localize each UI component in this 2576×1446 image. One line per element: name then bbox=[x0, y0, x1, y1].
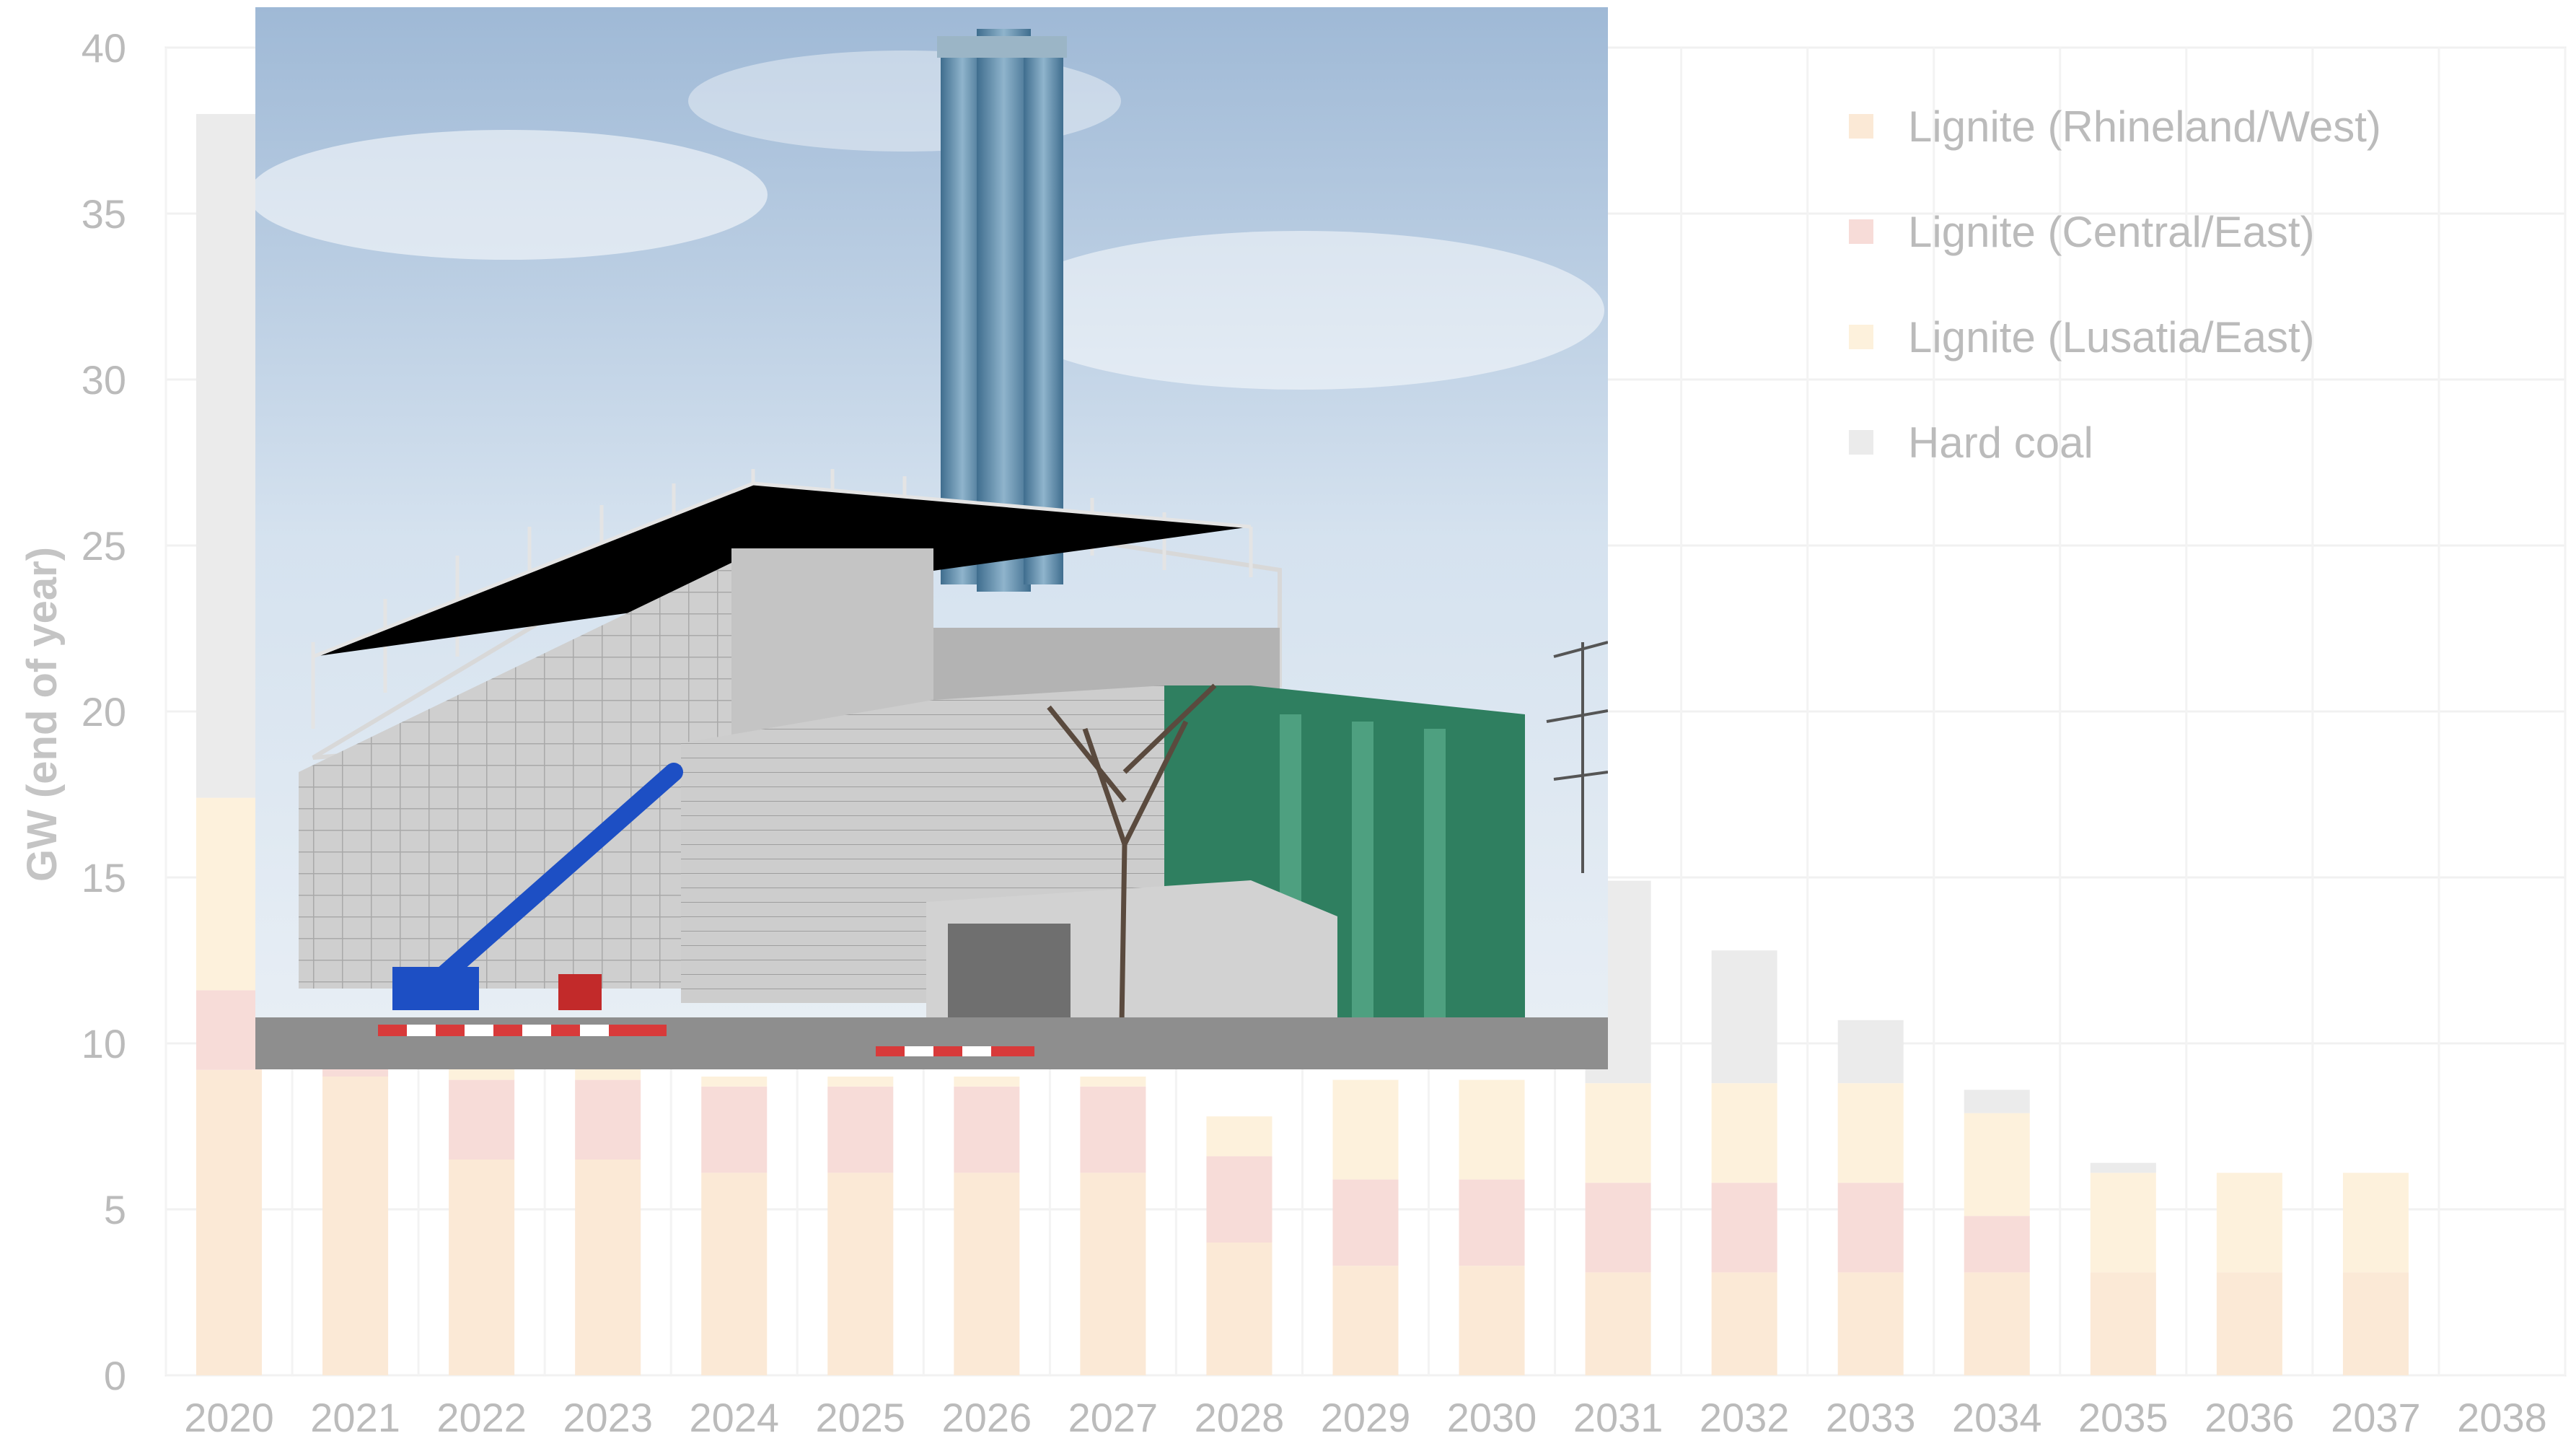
y-axis-label: GW (end of year) bbox=[19, 547, 66, 882]
x-tick-label: 2026 bbox=[942, 1395, 1032, 1440]
x-tick-label: 2036 bbox=[2204, 1395, 2295, 1440]
x-tick-label: 2033 bbox=[1826, 1395, 1916, 1440]
y-axis-ticks: 0 5 10 15 20 25 30 35 40 bbox=[82, 25, 126, 1398]
legend-swatch bbox=[1849, 430, 1873, 455]
bar-2023-series-0 bbox=[575, 1160, 641, 1375]
bar-2030-series-1 bbox=[1459, 1179, 1525, 1266]
x-tick-label: 2034 bbox=[1952, 1395, 2042, 1440]
bar-2030-series-2 bbox=[1459, 1079, 1525, 1180]
y-tick-label: 15 bbox=[82, 855, 126, 901]
bar-2023-series-1 bbox=[575, 1079, 641, 1160]
x-tick-label: 2023 bbox=[563, 1395, 653, 1440]
bar-2022-series-1 bbox=[449, 1079, 515, 1160]
y-tick-label: 35 bbox=[82, 191, 126, 237]
bar-2021-series-0 bbox=[322, 1077, 389, 1375]
bar-2024-series-0 bbox=[701, 1173, 768, 1375]
bar-2034-series-2 bbox=[1964, 1113, 2030, 1217]
legend-label: Lignite (Rhineland/West) bbox=[1908, 102, 2381, 151]
bar-2029-series-1 bbox=[1332, 1179, 1399, 1266]
bar-2034-series-1 bbox=[1964, 1216, 2030, 1273]
bar-2026-series-2 bbox=[954, 1077, 1020, 1087]
bar-2026-series-1 bbox=[954, 1086, 1020, 1173]
bar-2033-series-2 bbox=[1837, 1083, 1904, 1183]
legend-swatch bbox=[1849, 219, 1873, 244]
bar-2020-series-1 bbox=[196, 990, 263, 1070]
x-tick-label: 2035 bbox=[2078, 1395, 2168, 1440]
bar-2028-series-1 bbox=[1206, 1156, 1272, 1243]
x-tick-label: 2029 bbox=[1321, 1395, 1411, 1440]
x-tick-label: 2022 bbox=[436, 1395, 527, 1440]
x-tick-label: 2027 bbox=[1068, 1395, 1159, 1440]
bar-2032-series-0 bbox=[1711, 1272, 1777, 1375]
bar-2037-series-0 bbox=[2342, 1272, 2409, 1375]
bar-2031-series-1 bbox=[1585, 1183, 1651, 1273]
y-tick-label: 0 bbox=[104, 1353, 126, 1398]
bar-2035-series-2 bbox=[2090, 1173, 2156, 1273]
y-tick-label: 25 bbox=[82, 523, 126, 569]
bar-2032-series-2 bbox=[1711, 1083, 1777, 1183]
legend: Lignite (Rhineland/West) Lignite (Central… bbox=[1849, 102, 2381, 467]
bar-2037-series-2 bbox=[2342, 1173, 2409, 1273]
bar-2022-series-0 bbox=[449, 1160, 515, 1375]
legend-swatch bbox=[1849, 325, 1873, 349]
bar-2025-series-0 bbox=[827, 1173, 894, 1375]
bar-2025-series-2 bbox=[827, 1077, 894, 1087]
x-tick-label: 2024 bbox=[689, 1395, 779, 1440]
y-tick-label: 30 bbox=[82, 357, 126, 403]
bar-2032-series-3 bbox=[1711, 950, 1777, 1084]
bar-2035-series-0 bbox=[2090, 1272, 2156, 1375]
bar-2033-series-1 bbox=[1837, 1183, 1904, 1273]
x-tick-label: 2038 bbox=[2457, 1395, 2547, 1440]
bar-2024-series-2 bbox=[701, 1077, 768, 1087]
bar-2028-series-2 bbox=[1206, 1116, 1272, 1157]
bar-2030-series-0 bbox=[1459, 1266, 1525, 1375]
legend-label: Hard coal bbox=[1908, 419, 2093, 467]
x-tick-label: 2037 bbox=[2331, 1395, 2421, 1440]
bar-2032-series-1 bbox=[1711, 1183, 1777, 1273]
x-axis-ticks: 2020 2021 2022 2023 2024 2025 2026 2027 2028 2029… bbox=[184, 1395, 2547, 1440]
bar-2036-series-2 bbox=[2216, 1173, 2282, 1273]
bar-2020-series-2 bbox=[196, 797, 263, 991]
legend-label: Lignite (Central/East) bbox=[1908, 208, 2315, 256]
bar-2034-series-0 bbox=[1964, 1272, 2030, 1375]
x-tick-label: 2031 bbox=[1573, 1395, 1663, 1440]
bar-2034-series-3 bbox=[1964, 1090, 2030, 1113]
bar-2025-series-1 bbox=[827, 1086, 894, 1173]
bar-2031-series-2 bbox=[1585, 1083, 1651, 1183]
bar-2029-series-0 bbox=[1332, 1266, 1399, 1375]
bar-2020-series-0 bbox=[196, 1069, 263, 1375]
y-tick-label: 5 bbox=[104, 1187, 126, 1232]
bar-2029-series-2 bbox=[1332, 1079, 1399, 1180]
bar-2036-series-0 bbox=[2216, 1272, 2282, 1375]
power-plant-photo bbox=[255, 7, 1608, 1069]
y-tick-label: 10 bbox=[82, 1021, 126, 1066]
y-tick-label: 20 bbox=[82, 689, 126, 735]
legend-label: Lignite (Lusatia/East) bbox=[1908, 313, 2315, 362]
x-tick-label: 2030 bbox=[1447, 1395, 1537, 1440]
bar-2027-series-1 bbox=[1080, 1086, 1146, 1173]
bar-2035-series-3 bbox=[2090, 1162, 2156, 1173]
x-tick-label: 2021 bbox=[310, 1395, 400, 1440]
bar-2028-series-0 bbox=[1206, 1243, 1272, 1375]
legend-swatch bbox=[1849, 114, 1873, 139]
y-tick-label: 40 bbox=[82, 25, 126, 71]
bar-2027-series-2 bbox=[1080, 1077, 1146, 1087]
x-tick-label: 2028 bbox=[1195, 1395, 1285, 1440]
bar-2031-series-0 bbox=[1585, 1272, 1651, 1375]
bar-2020-series-3 bbox=[196, 114, 263, 798]
x-tick-label: 2032 bbox=[1700, 1395, 1790, 1440]
bar-2033-series-3 bbox=[1837, 1020, 1904, 1084]
bar-2024-series-1 bbox=[701, 1086, 768, 1173]
x-tick-label: 2020 bbox=[184, 1395, 274, 1440]
bar-2027-series-0 bbox=[1080, 1173, 1146, 1375]
bar-2033-series-0 bbox=[1837, 1272, 1904, 1375]
x-tick-label: 2025 bbox=[816, 1395, 906, 1440]
bar-2026-series-0 bbox=[954, 1173, 1020, 1375]
